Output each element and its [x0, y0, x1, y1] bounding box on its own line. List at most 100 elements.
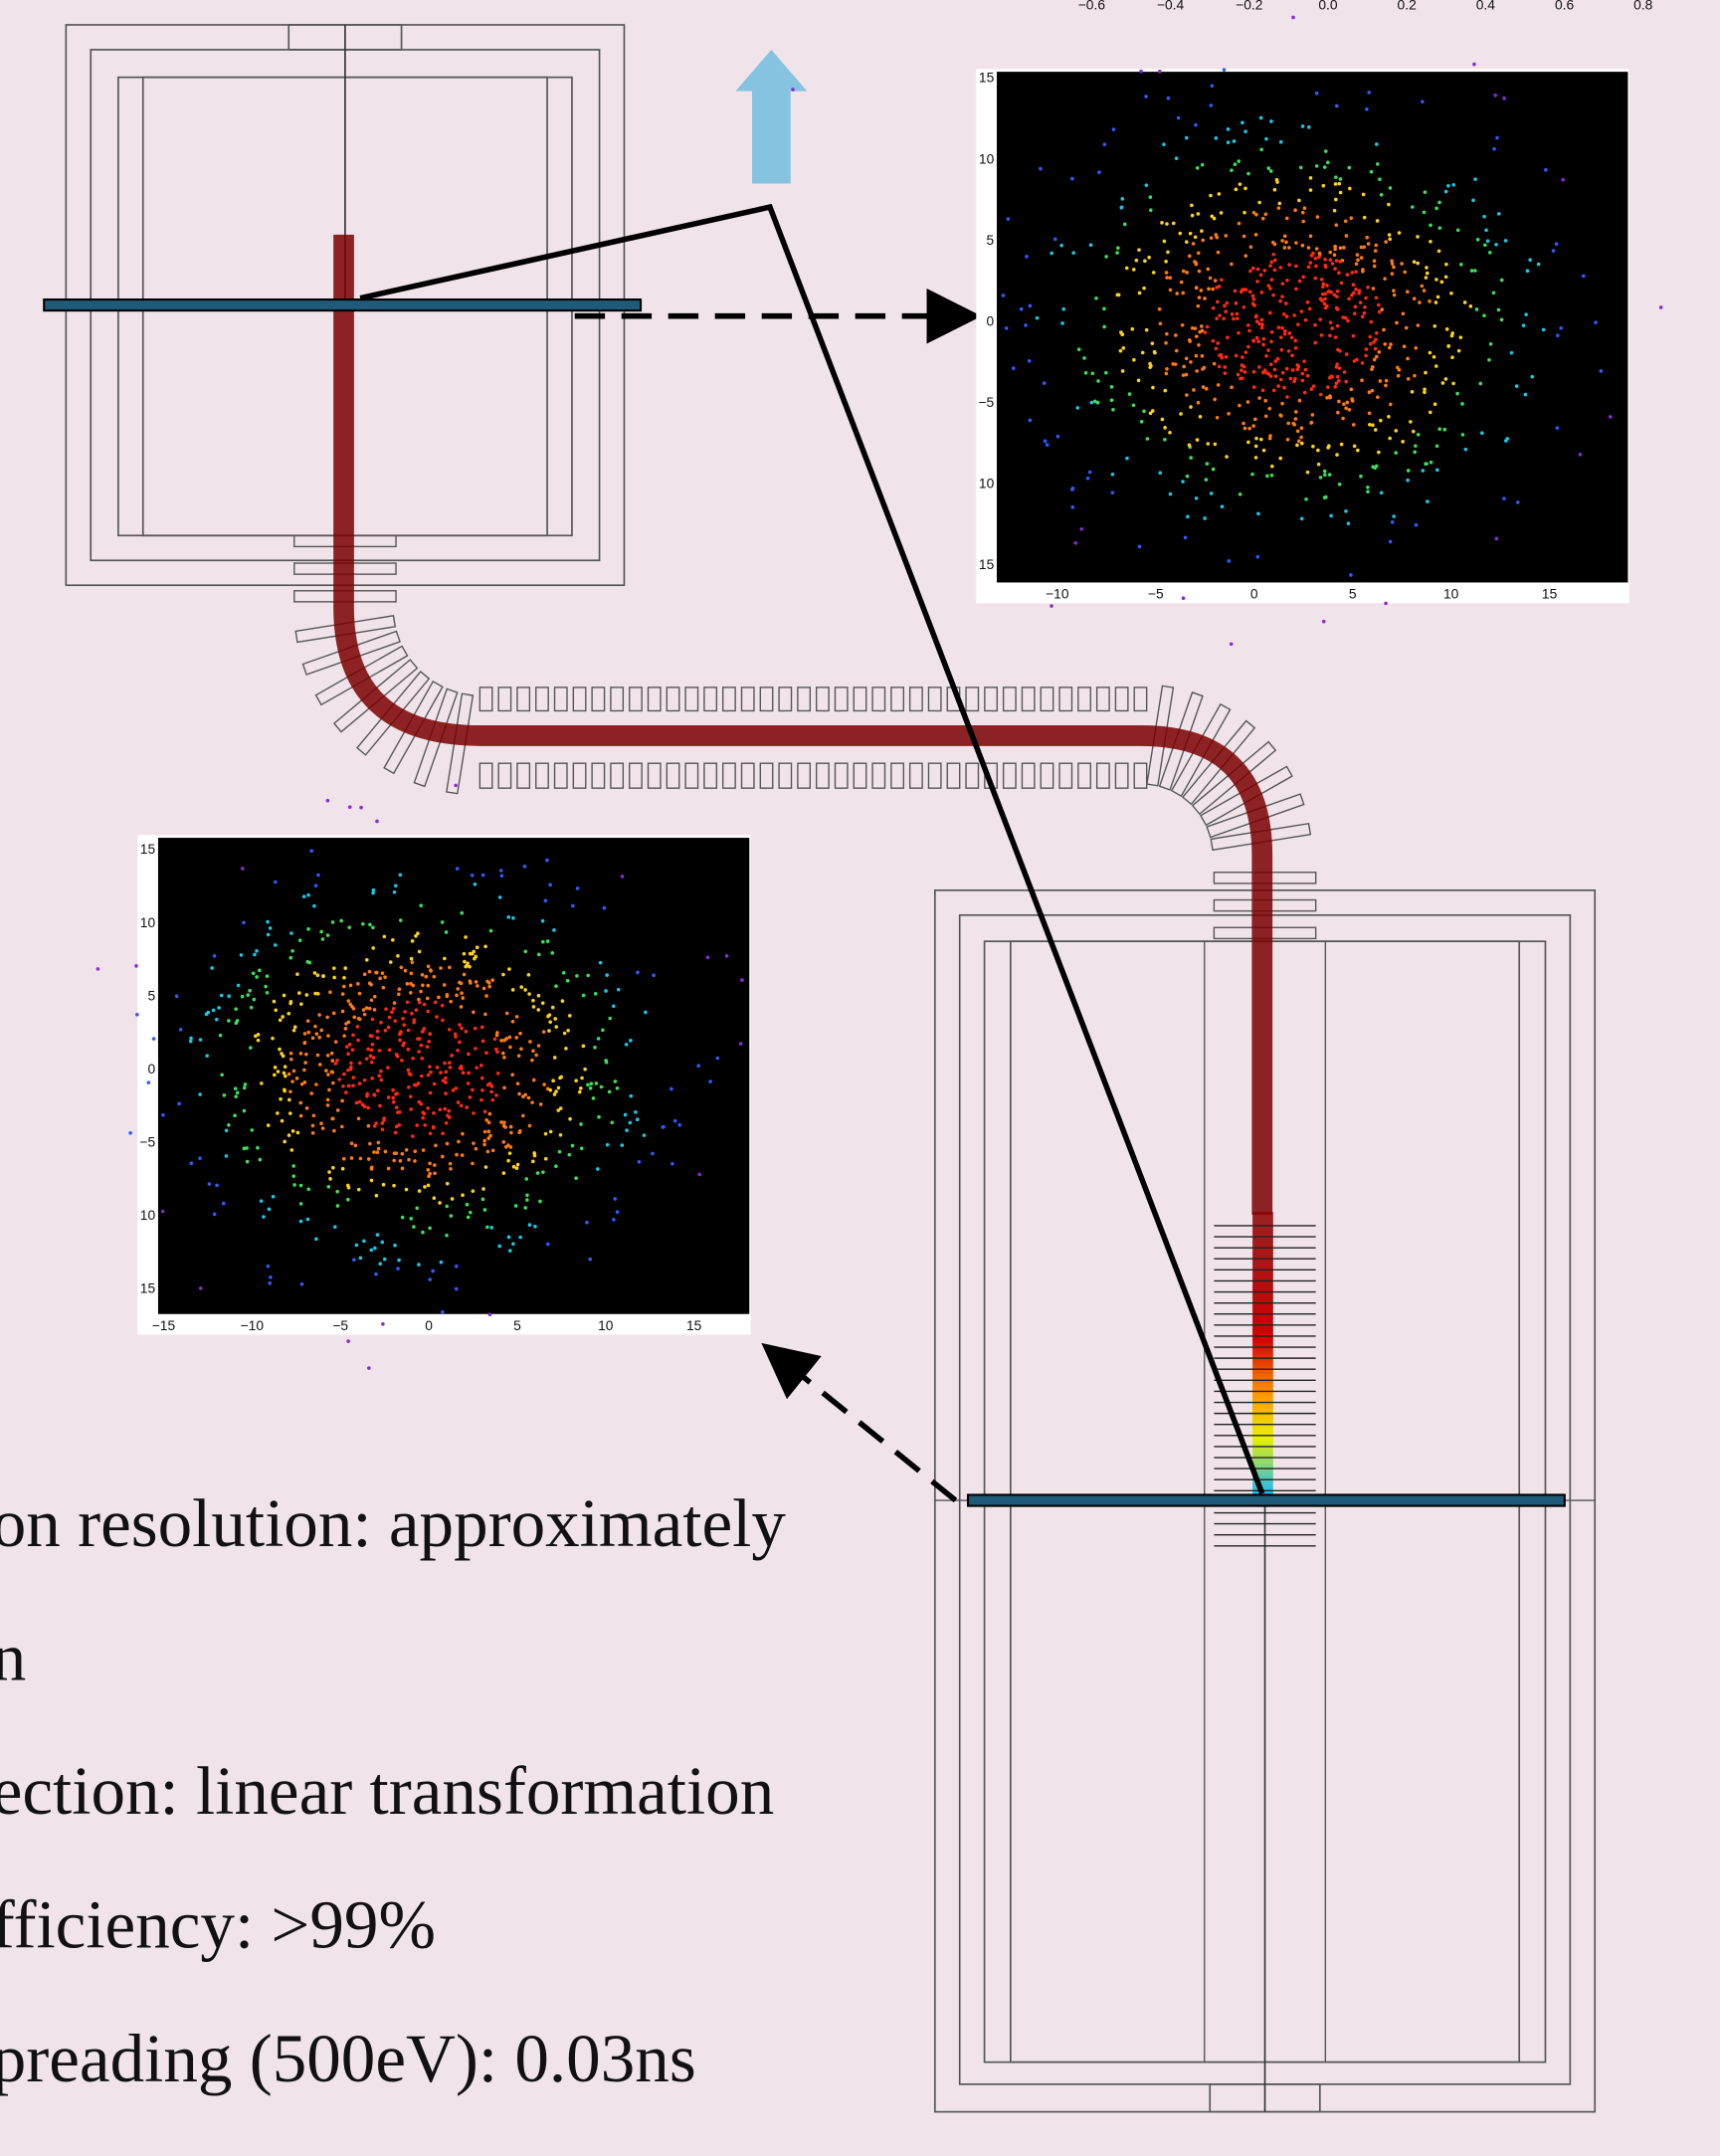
dot — [411, 960, 415, 964]
dot — [542, 1030, 546, 1034]
dot — [392, 1100, 396, 1104]
dot — [361, 922, 365, 926]
dot — [1316, 449, 1320, 453]
dot — [1398, 231, 1402, 235]
dot — [1188, 254, 1192, 258]
dot — [1544, 168, 1548, 172]
dot — [1169, 492, 1173, 496]
dot — [1144, 95, 1148, 98]
dot — [1182, 270, 1186, 274]
dot — [1301, 379, 1305, 383]
dot — [1225, 355, 1229, 359]
dot — [1271, 294, 1275, 297]
dot — [254, 1034, 258, 1038]
dot — [1256, 339, 1260, 343]
dot — [390, 1011, 394, 1015]
dot — [366, 1106, 370, 1110]
dot — [370, 1179, 374, 1183]
dot — [1434, 207, 1438, 211]
magnet — [1097, 763, 1109, 788]
dot — [395, 1125, 399, 1129]
dot — [1268, 264, 1272, 268]
dot — [542, 1082, 546, 1086]
dot — [368, 1142, 372, 1146]
dot — [460, 1005, 464, 1009]
dot — [1196, 438, 1200, 442]
dot — [508, 1249, 512, 1253]
dot — [499, 1039, 503, 1043]
dot — [1090, 401, 1094, 405]
dot — [1190, 204, 1194, 208]
dot — [1259, 273, 1263, 277]
dot — [1246, 345, 1250, 349]
dot — [1206, 325, 1210, 329]
dot — [394, 883, 398, 887]
dot — [395, 1151, 399, 1155]
dot — [1194, 326, 1198, 330]
dot — [386, 1066, 390, 1070]
dot — [1254, 314, 1258, 318]
dot — [568, 1117, 572, 1121]
dot — [1376, 395, 1380, 399]
dot — [1319, 393, 1323, 397]
dot — [582, 1045, 586, 1049]
dot — [1317, 256, 1321, 260]
dot — [616, 1086, 620, 1090]
dot — [486, 1136, 490, 1140]
magnet — [667, 687, 678, 711]
dot — [1282, 386, 1286, 390]
dot — [1339, 246, 1343, 250]
dot — [1328, 251, 1332, 255]
dot — [345, 1045, 349, 1049]
dot — [1315, 247, 1319, 251]
dot — [1348, 166, 1352, 170]
dot — [507, 967, 511, 971]
dot — [1515, 384, 1519, 388]
dot — [480, 1077, 484, 1080]
dot — [1338, 349, 1342, 353]
magnet — [872, 763, 884, 788]
dot — [431, 1270, 435, 1274]
dot — [455, 1287, 459, 1291]
magnet — [798, 763, 810, 788]
dot — [405, 1188, 409, 1192]
dot — [499, 869, 503, 873]
dot — [1457, 349, 1461, 353]
dot — [433, 1163, 437, 1167]
dot — [1346, 401, 1350, 405]
dot — [351, 1083, 355, 1087]
dot — [445, 1071, 449, 1075]
dot — [1433, 402, 1437, 406]
dot — [1270, 278, 1274, 282]
dot — [605, 973, 609, 977]
dot — [1330, 326, 1334, 330]
dot — [1218, 313, 1222, 317]
dot — [1242, 235, 1246, 239]
dot — [1265, 371, 1269, 375]
dot — [1367, 91, 1371, 95]
dot — [351, 1034, 355, 1038]
dot — [458, 1023, 462, 1027]
dot — [1224, 371, 1228, 375]
dot — [1185, 136, 1189, 140]
dot — [347, 1084, 351, 1088]
dot — [1103, 142, 1107, 146]
dot — [421, 1110, 425, 1114]
dot — [326, 1073, 330, 1077]
dot — [538, 1200, 542, 1204]
dot — [325, 1016, 329, 1020]
dot — [333, 1225, 337, 1229]
dot — [1164, 341, 1168, 345]
dot — [1335, 306, 1339, 310]
dot — [586, 1082, 590, 1086]
dot — [1301, 244, 1305, 248]
magnet — [611, 763, 623, 788]
dot — [469, 1211, 473, 1215]
dot — [677, 1123, 681, 1127]
dot — [368, 970, 372, 974]
dot — [1336, 411, 1340, 415]
magnet — [498, 763, 510, 788]
dot — [341, 1010, 345, 1014]
dot — [1260, 322, 1264, 326]
dot — [662, 1125, 666, 1129]
